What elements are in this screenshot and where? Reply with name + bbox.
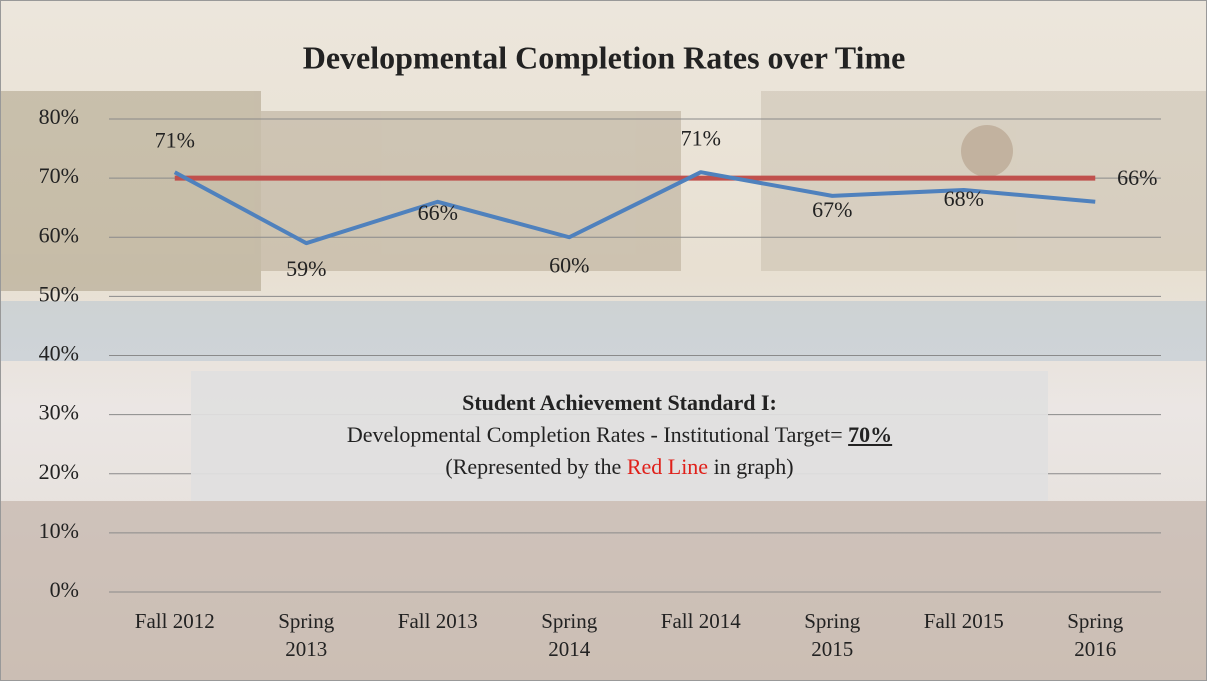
annotation-text: (Represented by the [445, 454, 626, 479]
x-tick-label: Fall 2014 [656, 607, 746, 635]
annotation-line: Developmental Completion Rates - Institu… [191, 419, 1048, 451]
data-label: 71% [155, 127, 195, 152]
data-label: 67% [812, 197, 852, 222]
x-tick-label: Fall 2015 [919, 607, 1009, 635]
chart-title: Developmental Completion Rates over Time [303, 39, 906, 75]
data-label: 71% [681, 125, 721, 150]
annotation-target: 70% [848, 422, 892, 447]
x-tick-label: Fall 2013 [393, 607, 483, 635]
y-tick-label: 20% [39, 459, 79, 484]
annotation-text: in graph) [708, 454, 794, 479]
annotation-text: Developmental Completion Rates - Institu… [347, 422, 848, 447]
y-tick-label: 0% [50, 577, 79, 602]
y-tick-label: 30% [39, 400, 79, 425]
data-label: 60% [549, 252, 589, 277]
page: Developmental Completion Rates over Time… [0, 0, 1207, 681]
annotation-box: Student Achievement Standard I: Developm… [191, 371, 1048, 501]
x-tick-label: Spring 2014 [524, 607, 614, 663]
data-label: 66% [418, 200, 458, 225]
y-tick-label: 60% [39, 222, 79, 247]
y-tick-label: 10% [39, 518, 79, 543]
x-tick-label: Fall 2012 [130, 607, 220, 635]
annotation-line: (Represented by the Red Line in graph) [191, 451, 1048, 483]
data-label: 68% [944, 186, 984, 211]
y-tick-label: 80% [39, 104, 79, 129]
chart: Developmental Completion Rates over Time… [0, 0, 1207, 681]
x-tick-label: Spring 2013 [261, 607, 351, 663]
y-tick-label: 70% [39, 163, 79, 188]
y-tick-label: 50% [39, 281, 79, 306]
chart-svg: Developmental Completion Rates over Time… [1, 1, 1206, 680]
annotation-red: Red Line [627, 454, 708, 479]
data-label: 59% [286, 256, 326, 281]
x-tick-label: Spring 2016 [1050, 607, 1140, 663]
x-tick-label: Spring 2015 [787, 607, 877, 663]
y-tick-label: 40% [39, 341, 79, 366]
annotation-heading: Student Achievement Standard I: [191, 387, 1048, 419]
data-label: 66% [1117, 165, 1157, 190]
